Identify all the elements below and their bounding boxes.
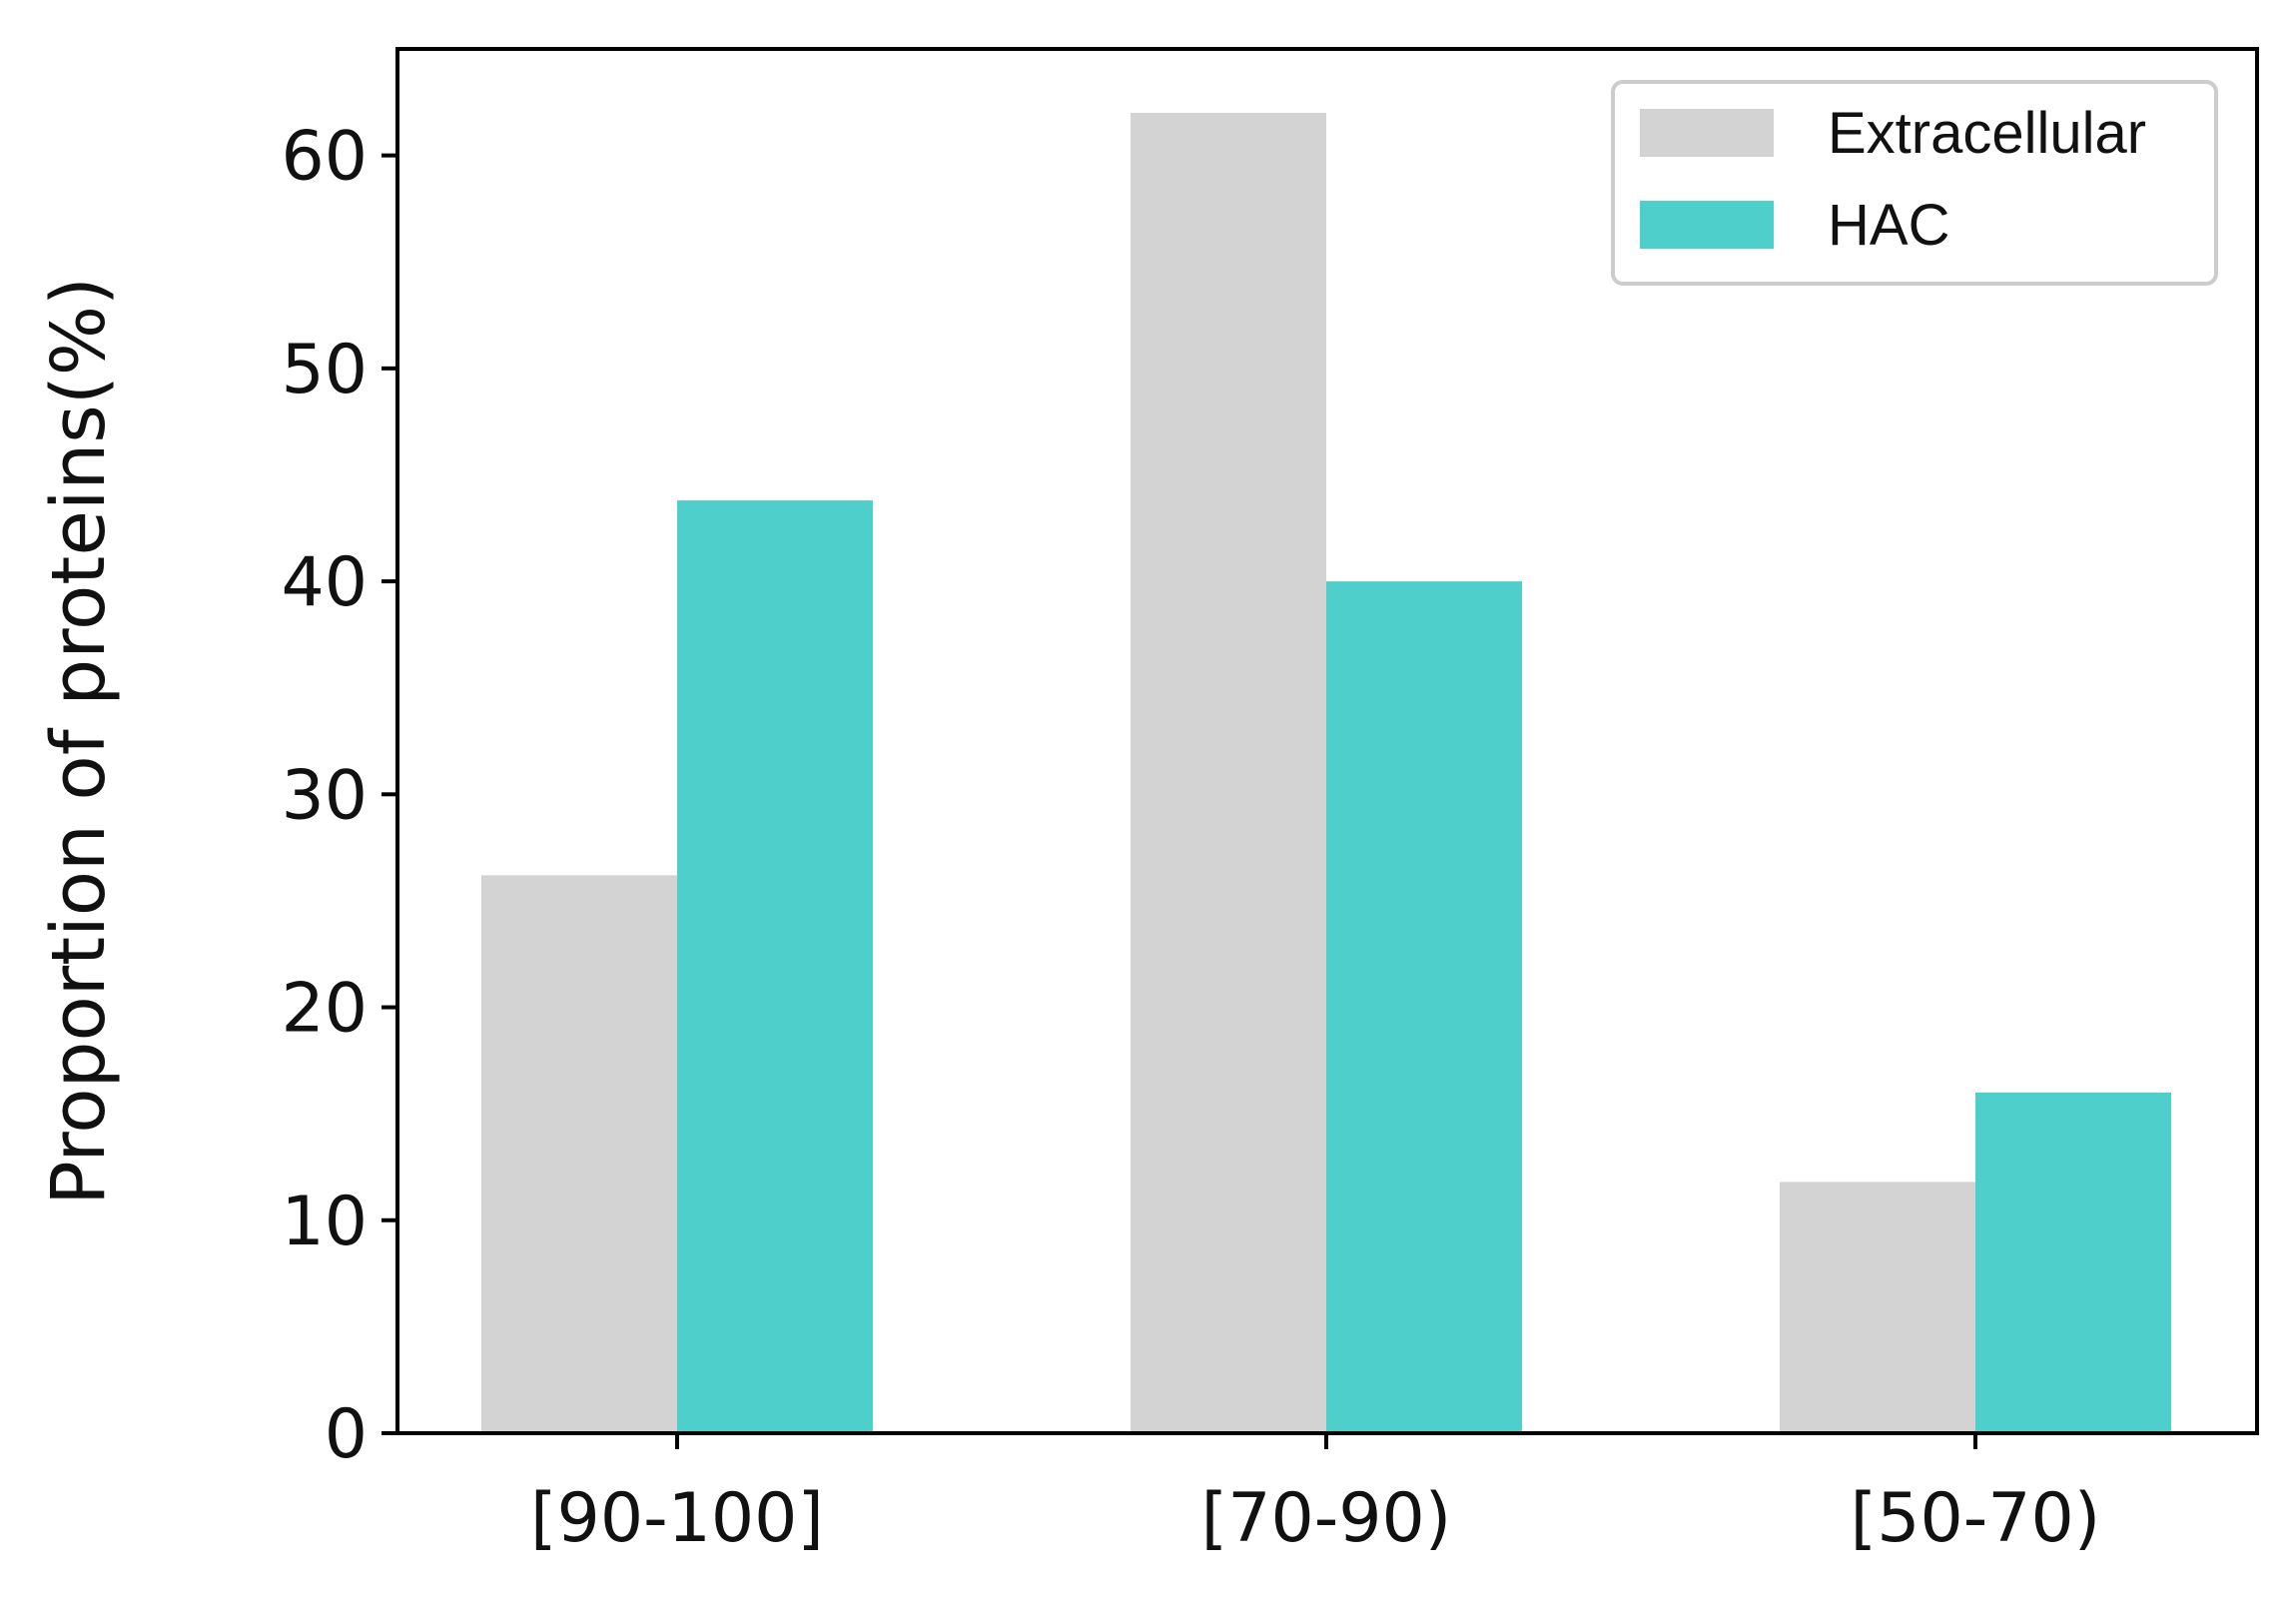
plot-frame [395,47,2259,1435]
bar-hac-3 [1975,1092,2171,1433]
bar-hac-1 [677,500,873,1434]
x-tick-label: [70-90) [1201,1479,1452,1558]
legend-label: Extracellular [1828,101,2146,166]
legend-swatch-extracellular [1640,109,1774,157]
legend-label: HAC [1828,193,1949,258]
bar-hac-2 [1326,581,1522,1433]
y-tick-label: 0 [325,1395,368,1474]
bar-extracellular-2 [1131,112,1326,1433]
y-tick-label: 30 [281,756,368,835]
y-tick-label: 60 [281,118,368,197]
legend: Extracellular HAC [1611,80,2218,286]
bar-extracellular-3 [1780,1182,1975,1433]
y-tick-label: 20 [281,970,368,1049]
y-tick-label: 50 [281,331,368,409]
bars-group [481,112,2171,1434]
y-tick-label: 40 [281,543,368,622]
legend-swatch-hac [1640,201,1774,249]
y-tick-label: 10 [281,1183,368,1261]
bar-extracellular-1 [481,875,677,1433]
x-axis-ticks: [90-100] [70-90) [50-70) [530,1433,2100,1558]
x-tick-label: [50-70) [1851,1479,2101,1558]
y-axis-ticks: 0 10 20 30 40 50 60 [281,118,397,1474]
y-axis-title: Proportion of proteins(%) [36,277,122,1205]
x-tick-label: [90-100] [530,1479,824,1558]
